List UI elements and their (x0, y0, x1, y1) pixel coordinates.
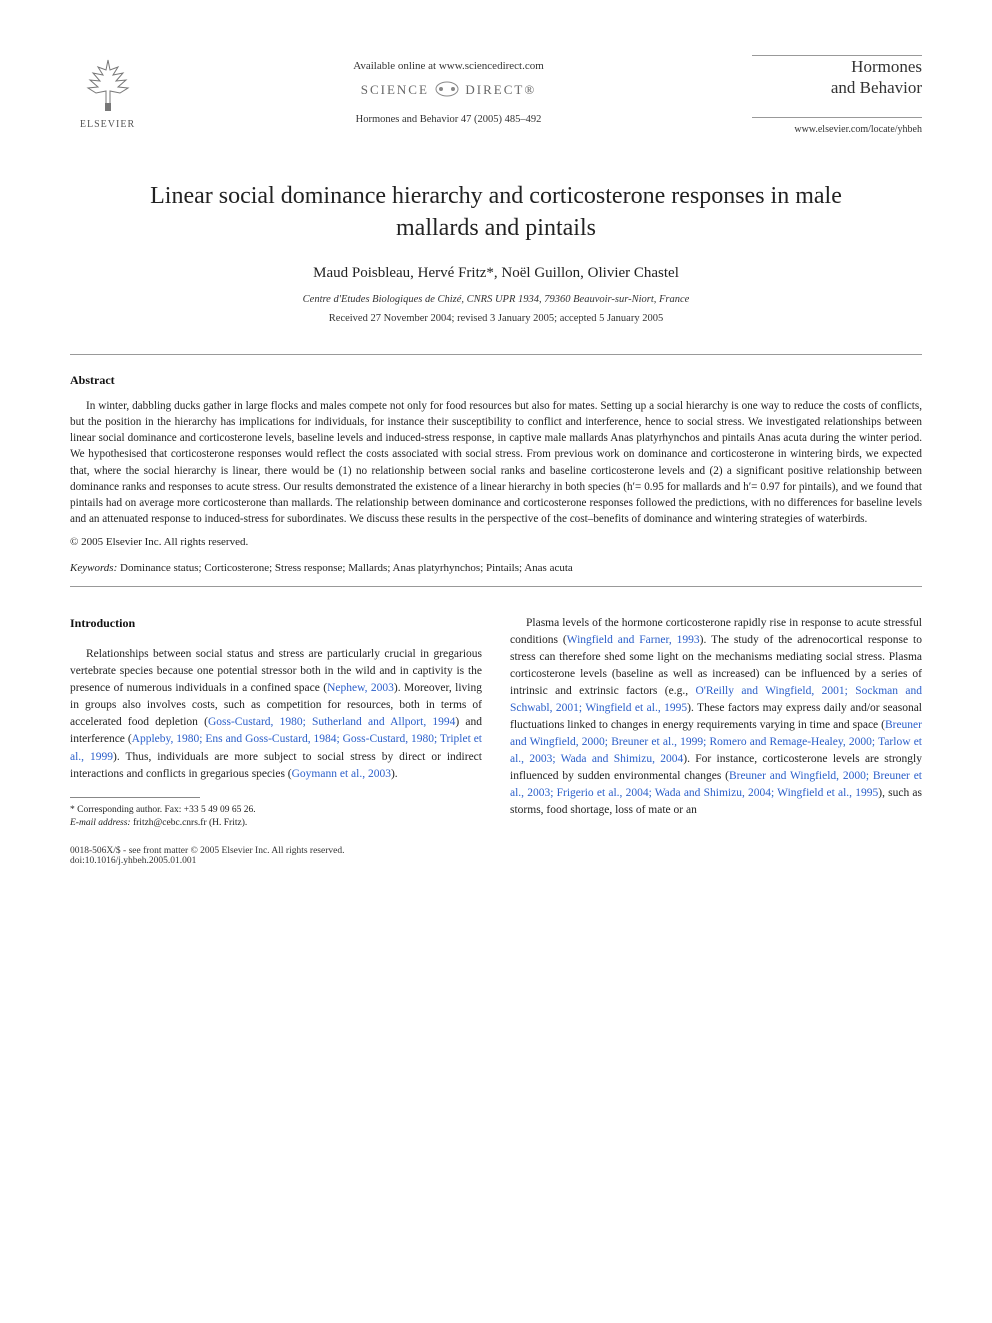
footer-line-1: 0018-506X/$ - see front matter © 2005 El… (70, 846, 922, 856)
footer-line-2: doi:10.1016/j.yhbeh.2005.01.001 (70, 856, 922, 866)
available-online-text: Available online at www.sciencedirect.co… (145, 60, 752, 72)
sciencedirect-logo: SCIENCE DIRECT® (145, 80, 752, 102)
body-columns: Introduction Relationships between socia… (70, 615, 922, 830)
left-column: Introduction Relationships between socia… (70, 615, 482, 830)
introduction-heading: Introduction (70, 615, 482, 633)
journal-url: www.elsevier.com/locate/yhbeh (752, 124, 922, 135)
article-title: Linear social dominance hierarchy and co… (110, 180, 882, 245)
keywords-text: Dominance status; Corticosterone; Stress… (117, 562, 573, 574)
keywords: Keywords: Dominance status; Corticostero… (70, 562, 922, 574)
sd-text-1: SCIENCE (361, 82, 429, 97)
publisher-name: ELSEVIER (80, 119, 135, 130)
email-footnote: E-mail address: fritzh@cebc.cnrs.fr (H. … (70, 817, 482, 830)
intro-para-1: Relationships between social status and … (70, 646, 482, 782)
abstract-text: In winter, dabbling ducks gather in larg… (70, 398, 922, 528)
journal-citation: Hormones and Behavior 47 (2005) 485–492 (145, 114, 752, 125)
authors: Maud Poisbleau, Hervé Fritz*, Noël Guill… (70, 265, 922, 282)
center-header: Available online at www.sciencedirect.co… (145, 55, 752, 125)
abstract-top-rule (70, 354, 922, 355)
citation-link[interactable]: Nephew, 2003 (327, 682, 394, 694)
email-label: E-mail address: (70, 818, 131, 828)
right-header: Hormones and Behavior www.elsevier.com/l… (752, 55, 922, 135)
email-address: fritzh@cebc.cnrs.fr (H. Fritz). (131, 818, 248, 828)
article-dates: Received 27 November 2004; revised 3 Jan… (70, 313, 922, 324)
corresponding-author-footnote: * Corresponding author. Fax: +33 5 49 09… (70, 804, 482, 817)
publisher-logo: ELSEVIER (70, 55, 145, 140)
right-column: Plasma levels of the hormone corticoster… (510, 615, 922, 830)
footnote-rule (70, 797, 200, 798)
page-footer: 0018-506X/$ - see front matter © 2005 El… (70, 846, 922, 866)
sciencedirect-icon (434, 80, 460, 102)
journal-header: ELSEVIER Available online at www.science… (70, 55, 922, 140)
keywords-bottom-rule (70, 586, 922, 587)
text: ). Thus, individuals are more subject to… (70, 751, 482, 780)
citation-link[interactable]: Goymann et al., 2003 (292, 768, 391, 780)
journal-name: Hormones and Behavior (752, 56, 922, 99)
citation-link[interactable]: Wingfield and Farner, 1993 (567, 634, 700, 646)
abstract-heading: Abstract (70, 373, 922, 388)
intro-para-2: Plasma levels of the hormone corticoster… (510, 615, 922, 819)
journal-name-line2: and Behavior (831, 78, 922, 97)
keywords-label: Keywords: (70, 562, 117, 574)
elsevier-tree-icon (78, 55, 138, 115)
text: ). (391, 768, 398, 780)
sd-text-2: DIRECT® (465, 82, 536, 97)
journal-name-line1: Hormones (851, 57, 922, 76)
affiliation: Centre d'Etudes Biologiques de Chizé, CN… (70, 294, 922, 305)
abstract-copyright: © 2005 Elsevier Inc. All rights reserved… (70, 536, 922, 548)
citation-link[interactable]: Goss-Custard, 1980; Sutherland and Allpo… (208, 716, 455, 728)
header-rule-bottom (752, 117, 922, 118)
